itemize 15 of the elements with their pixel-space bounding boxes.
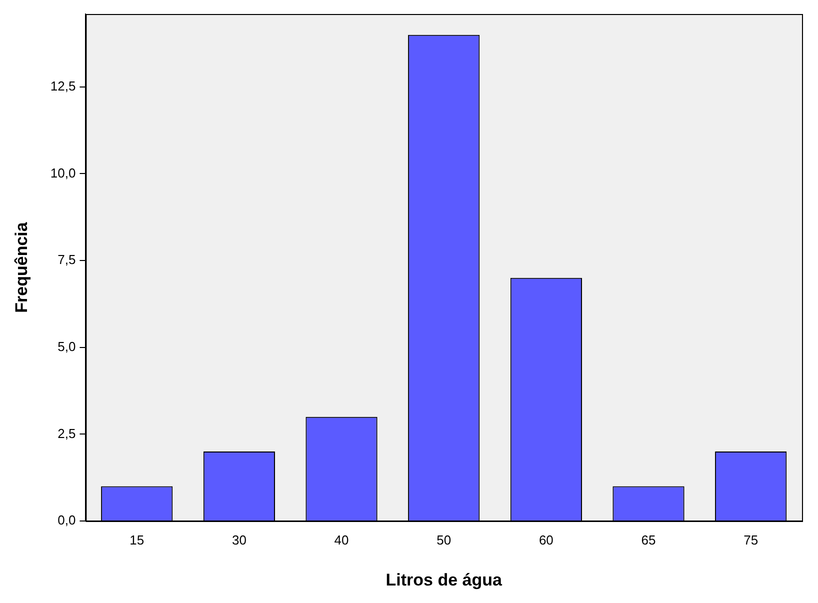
y-tick-label: 10,0 (50, 165, 76, 180)
y-tick-label: 12,5 (50, 78, 76, 94)
x-tick-label: 65 (641, 532, 656, 548)
y-tick-label: 5,0 (58, 338, 76, 354)
y-axis-title: Frequência (12, 222, 31, 313)
x-tick-label: 15 (130, 532, 144, 548)
x-tick-label: 75 (744, 532, 758, 548)
x-tick-label: 60 (538, 532, 554, 548)
y-tick-label: 7,5 (58, 252, 76, 268)
x-tick-label: 30 (232, 532, 246, 548)
x-tick-label: 40 (334, 532, 349, 548)
y-tick-label: 2,5 (58, 426, 76, 441)
y-tick-label: 0,0 (58, 512, 76, 528)
x-axis-title: Litros de água (386, 570, 502, 590)
x-tick-label: 50 (436, 532, 452, 548)
